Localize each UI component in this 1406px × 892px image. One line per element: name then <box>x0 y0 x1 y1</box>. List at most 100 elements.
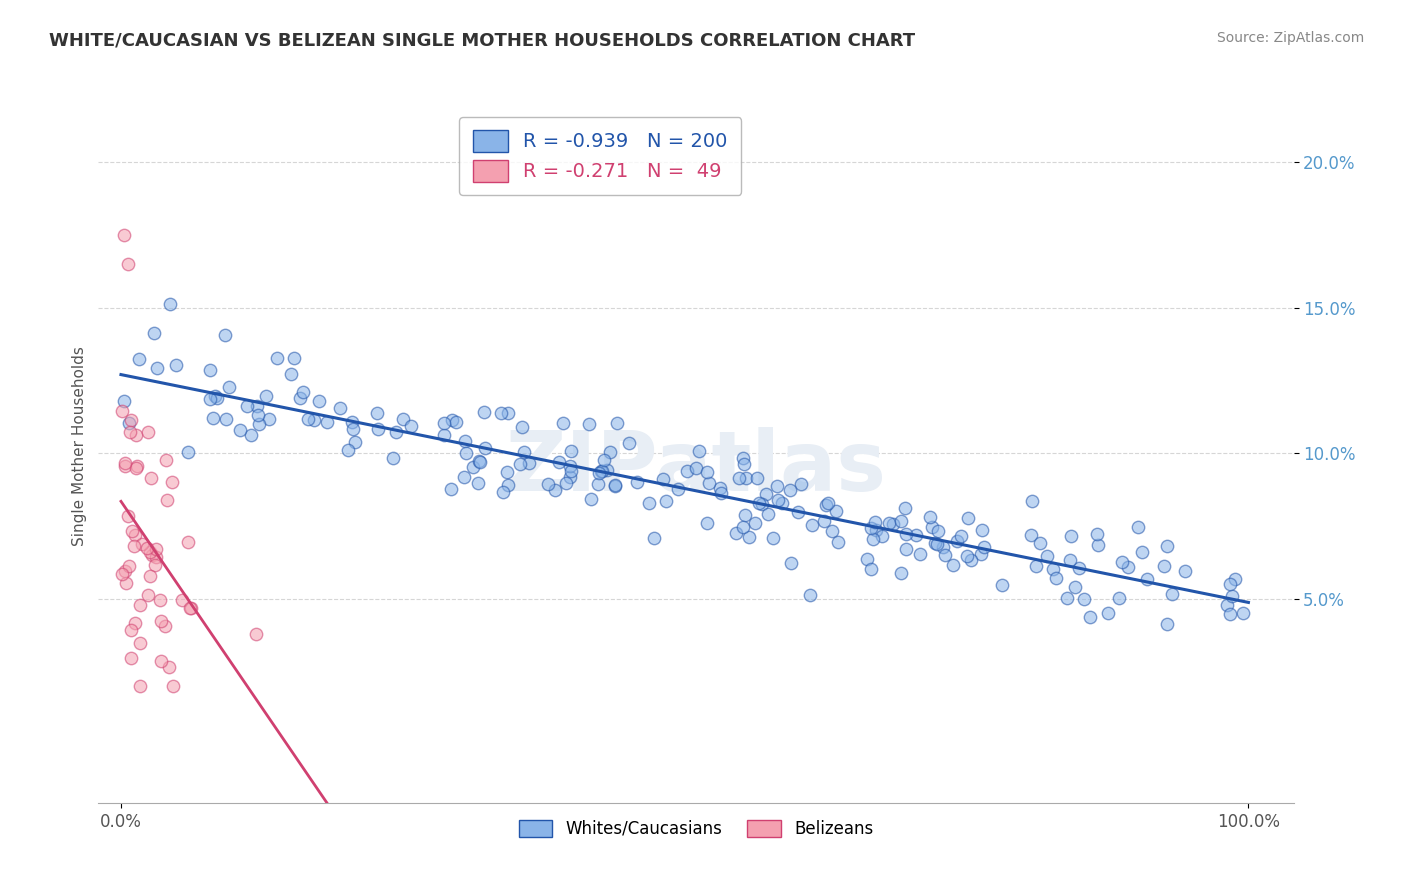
Point <box>762 531 785 545</box>
Point <box>551 416 574 430</box>
Point <box>145 541 167 556</box>
Point <box>470 455 492 469</box>
Point <box>558 469 581 483</box>
Point <box>894 526 917 541</box>
Point <box>1126 520 1149 534</box>
Point <box>779 483 801 497</box>
Point <box>696 516 718 530</box>
Point <box>245 627 267 641</box>
Point <box>453 434 475 449</box>
Point <box>578 417 600 431</box>
Point <box>247 417 270 431</box>
Point <box>780 556 803 570</box>
Point <box>666 483 689 497</box>
Point <box>162 475 184 489</box>
Point <box>731 519 754 533</box>
Point <box>510 419 533 434</box>
Point <box>591 464 613 478</box>
Point <box>1225 572 1247 586</box>
Point <box>129 679 152 693</box>
Point <box>118 559 141 574</box>
Point <box>1174 564 1197 578</box>
Point <box>111 566 134 581</box>
Point <box>1073 591 1095 606</box>
Point <box>827 534 849 549</box>
Point <box>1060 529 1083 543</box>
Point <box>302 413 325 427</box>
Point <box>924 536 946 550</box>
Point <box>554 476 576 491</box>
Point <box>257 412 280 426</box>
Point <box>942 558 965 572</box>
Point <box>709 481 731 495</box>
Point <box>904 528 927 542</box>
Point <box>956 549 979 563</box>
Point <box>959 553 981 567</box>
Point <box>136 588 159 602</box>
Point <box>1021 494 1043 508</box>
Point <box>204 389 226 403</box>
Point <box>744 516 766 530</box>
Point <box>1045 571 1067 585</box>
Point <box>280 367 302 381</box>
Point <box>990 578 1012 592</box>
Point <box>863 515 886 529</box>
Point <box>1219 607 1241 621</box>
Point <box>689 444 711 458</box>
Point <box>675 464 697 478</box>
Point <box>593 453 616 467</box>
Point <box>973 540 995 554</box>
Point <box>596 463 619 477</box>
Point <box>136 541 159 555</box>
Point <box>859 521 882 535</box>
Point <box>1160 587 1182 601</box>
Point <box>235 399 257 413</box>
Point <box>111 404 134 418</box>
Point <box>1116 560 1139 574</box>
Point <box>489 406 512 420</box>
Point <box>156 493 179 508</box>
Point <box>131 537 153 551</box>
Point <box>367 422 389 436</box>
Point <box>467 454 489 468</box>
Point <box>870 529 893 543</box>
Point <box>1056 591 1078 605</box>
Point <box>1059 553 1081 567</box>
Point <box>290 392 312 406</box>
Point <box>467 476 489 491</box>
Point <box>1025 559 1047 574</box>
Legend: Whites/Caucasians, Belizeans: Whites/Caucasians, Belizeans <box>512 813 880 845</box>
Point <box>790 476 813 491</box>
Point <box>337 442 360 457</box>
Point <box>558 459 581 474</box>
Point <box>766 479 789 493</box>
Point <box>770 496 793 510</box>
Point <box>1156 616 1178 631</box>
Point <box>513 445 536 459</box>
Y-axis label: Single Mother Households: Single Mother Households <box>72 346 87 546</box>
Point <box>748 496 770 510</box>
Point <box>381 451 404 466</box>
Point <box>932 540 955 554</box>
Point <box>121 524 143 538</box>
Point <box>856 552 879 566</box>
Point <box>170 592 193 607</box>
Point <box>120 651 142 665</box>
Point <box>114 458 136 473</box>
Point <box>246 399 269 413</box>
Point <box>599 445 621 459</box>
Point <box>591 464 613 478</box>
Point <box>605 479 627 493</box>
Point <box>120 623 142 637</box>
Point <box>731 451 754 466</box>
Point <box>894 500 917 515</box>
Point <box>603 478 626 492</box>
Point <box>453 470 475 484</box>
Point <box>946 533 969 548</box>
Point <box>179 600 201 615</box>
Point <box>118 425 141 439</box>
Point <box>492 485 515 500</box>
Point <box>205 392 228 406</box>
Point <box>934 548 956 562</box>
Point <box>637 496 659 510</box>
